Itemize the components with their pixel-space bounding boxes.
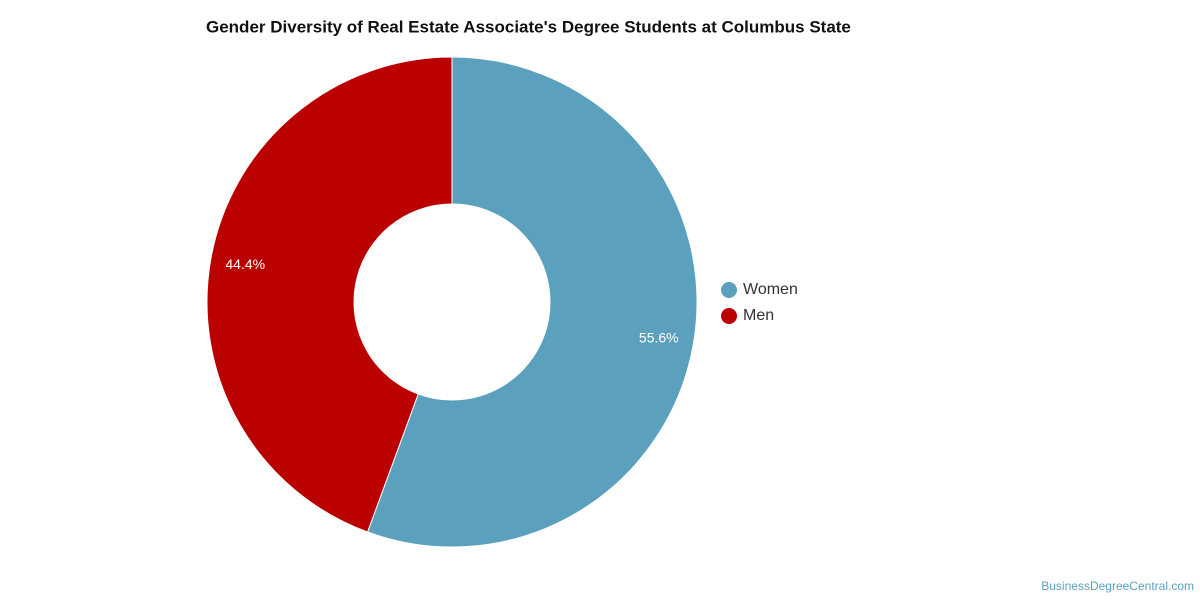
data-label: 55.6% [639,329,679,345]
slice [206,56,453,533]
credit: BusinessDegreeCentral.com [1041,579,1194,593]
legend-label: Women [743,281,798,298]
legend-swatch [721,282,737,298]
legend-label: Men [743,307,774,324]
slice [366,56,698,548]
chart-title: Gender Diversity of Real Estate Associat… [206,17,851,36]
data-label: 44.4% [225,256,265,272]
legend-swatch [721,308,737,324]
